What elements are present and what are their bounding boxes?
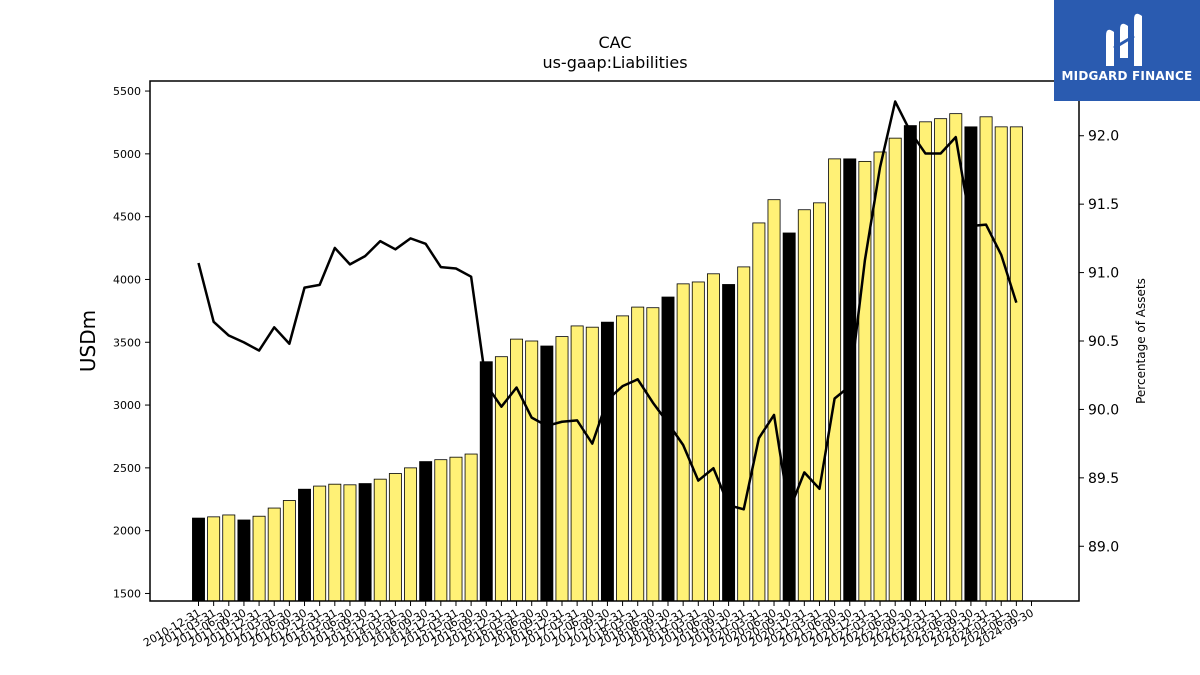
bar-2017-09-30 bbox=[600, 321, 614, 602]
y2-tick-label: 90.0 bbox=[1088, 402, 1119, 418]
bar-2022-06-30 bbox=[888, 137, 902, 602]
bar-2015-03-31 bbox=[449, 456, 463, 602]
bar-2017-03-31 bbox=[570, 325, 584, 602]
y-tick-label: 4500 bbox=[113, 211, 141, 224]
y2-tick-label: 89.0 bbox=[1088, 539, 1119, 555]
bar-2014-09-30 bbox=[419, 461, 433, 602]
bar-2010-12-31 bbox=[192, 517, 205, 602]
bar-2023-12-31 bbox=[979, 116, 993, 602]
y2-axis-label: Percentage of Assets bbox=[1134, 278, 1148, 404]
bar-2022-09-30 bbox=[903, 125, 917, 602]
bar-2013-09-30 bbox=[358, 483, 372, 602]
bar-2020-12-31 bbox=[797, 209, 811, 602]
bar-2011-09-30 bbox=[237, 519, 251, 602]
y2-tick-label: 91.0 bbox=[1088, 266, 1119, 282]
bar-2011-06-30 bbox=[222, 514, 236, 602]
bar-2022-12-31 bbox=[919, 121, 932, 602]
bar-2024-03-31 bbox=[994, 126, 1008, 602]
y-tick-label: 5000 bbox=[113, 148, 141, 161]
bar-2019-12-31 bbox=[737, 266, 751, 602]
bar-2015-06-30 bbox=[464, 453, 478, 602]
bar-2012-09-30 bbox=[298, 488, 311, 602]
bars-group bbox=[192, 113, 1023, 602]
y-axis-label: USDm bbox=[76, 310, 100, 372]
bar-2012-12-31 bbox=[313, 485, 327, 602]
y-tick-label: 1500 bbox=[113, 587, 141, 600]
bar-2020-09-30 bbox=[782, 232, 796, 602]
y-tick-label: 3000 bbox=[113, 399, 141, 412]
bar-2018-09-30 bbox=[661, 296, 675, 602]
bar-2020-06-30 bbox=[767, 199, 781, 602]
bar-2014-06-30 bbox=[404, 467, 417, 602]
bar-2016-03-31 bbox=[510, 338, 524, 602]
chart-subtitle: us-gaap:Liabilities bbox=[542, 53, 687, 72]
bar-2014-12-31 bbox=[434, 459, 448, 602]
bar-2012-03-31 bbox=[267, 507, 281, 602]
bar-2013-06-30 bbox=[343, 484, 357, 602]
bar-2011-12-31 bbox=[252, 515, 266, 602]
bar-2013-12-31 bbox=[373, 478, 387, 602]
bar-2016-06-30 bbox=[525, 340, 539, 602]
bar-2021-06-30 bbox=[828, 158, 842, 602]
y-tick-label: 2000 bbox=[113, 525, 141, 538]
y-tick-label: 3500 bbox=[113, 336, 141, 349]
bar-2022-03-31 bbox=[873, 151, 887, 602]
bar-2024-06-30 bbox=[1009, 126, 1023, 602]
midgard-logo: MIDGARD FINANCE bbox=[1054, 0, 1200, 101]
left-axis: 1500 2000 2500 3000 3500 4000 4500 5000 5500 bbox=[113, 85, 150, 600]
bar-2016-12-31 bbox=[555, 336, 569, 602]
chart-title: CAC bbox=[598, 33, 631, 52]
bar-2019-09-30 bbox=[722, 284, 736, 602]
bar-2017-06-30 bbox=[585, 326, 599, 602]
x-axis: 2010-12-312011-03-312011-06-302011-09-30… bbox=[141, 601, 1036, 650]
right-axis: 89.0 89.5 90.0 90.5 91.0 91.5 92.0 bbox=[1079, 129, 1119, 555]
bar-2016-09-30 bbox=[540, 345, 554, 602]
bar-2015-12-31 bbox=[494, 356, 508, 602]
logo-text: MIDGARD FINANCE bbox=[1061, 69, 1193, 83]
bar-2023-03-31 bbox=[934, 118, 948, 602]
bar-2023-06-30 bbox=[949, 113, 963, 602]
y2-tick-label: 92.0 bbox=[1088, 129, 1119, 145]
bar-2011-03-31 bbox=[207, 516, 221, 602]
bar-2021-03-31 bbox=[813, 202, 826, 602]
y-tick-label: 5500 bbox=[113, 85, 141, 98]
bar-2013-03-31 bbox=[328, 483, 342, 602]
bar-2015-09-30 bbox=[479, 361, 493, 602]
y2-tick-label: 91.5 bbox=[1088, 197, 1119, 213]
y2-tick-label: 90.5 bbox=[1088, 334, 1119, 350]
bar-2012-06-30 bbox=[282, 500, 296, 602]
y-tick-label: 4000 bbox=[113, 273, 141, 286]
bar-2018-03-31 bbox=[631, 306, 645, 602]
percentage-line bbox=[197, 100, 1018, 512]
bar-2019-06-30 bbox=[706, 273, 720, 602]
bar-2014-03-31 bbox=[388, 473, 402, 602]
midgard-mark-icon bbox=[1106, 13, 1142, 66]
y-tick-label: 2500 bbox=[113, 462, 141, 475]
bar-2020-03-31 bbox=[752, 222, 766, 602]
bar-2017-12-31 bbox=[616, 315, 630, 602]
line-group bbox=[197, 100, 1018, 512]
bar-2019-03-31 bbox=[691, 281, 705, 602]
bar-2018-06-30 bbox=[646, 307, 660, 602]
y2-tick-label: 89.5 bbox=[1088, 471, 1119, 487]
bar-2018-12-31 bbox=[676, 283, 690, 602]
